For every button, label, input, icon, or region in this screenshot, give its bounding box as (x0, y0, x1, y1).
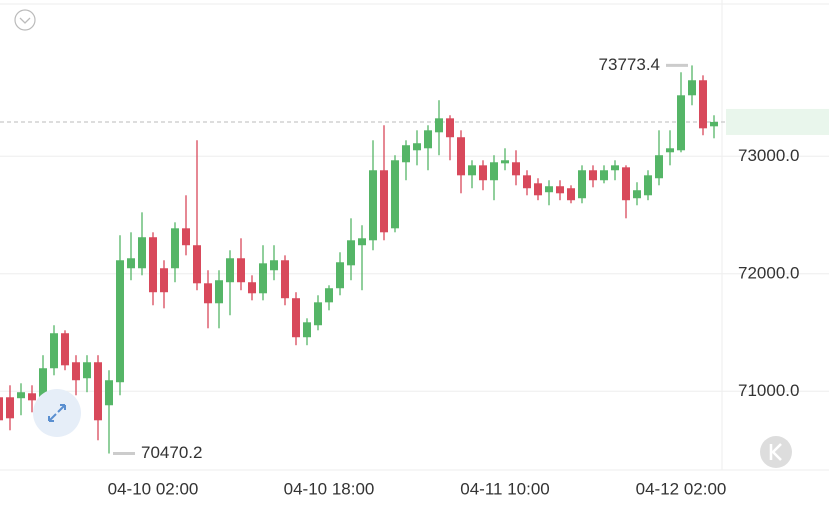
candle-body (677, 95, 685, 151)
candle-body (215, 280, 223, 304)
max-label: 73773.4 (599, 55, 660, 74)
candle-body (567, 188, 575, 201)
candle-body (336, 262, 344, 289)
candle-body (413, 143, 421, 151)
candle-body (50, 333, 58, 369)
candle-body (666, 148, 674, 153)
min-label: 70470.2 (141, 443, 202, 462)
candle-body (39, 368, 47, 401)
candle-body (259, 263, 267, 294)
candle-body (479, 165, 487, 181)
candle-body (644, 175, 652, 196)
expand-button[interactable] (33, 389, 81, 437)
candle-body (105, 380, 113, 406)
candle-body (655, 155, 663, 179)
candle-body (468, 165, 476, 176)
candle-body (325, 288, 333, 303)
candle-body (699, 80, 707, 129)
candle-body (512, 162, 520, 176)
candle-body (622, 167, 630, 201)
x-tick-label: 04-10 18:00 (284, 479, 375, 498)
candle-body (523, 175, 531, 189)
y-tick-label: 72000.0 (738, 263, 799, 282)
y-tick-label: 73000.0 (738, 146, 799, 165)
candle-body (611, 165, 619, 171)
candle-body (710, 121, 718, 127)
candle-body (303, 322, 311, 338)
candle-body (314, 302, 322, 326)
candle-body (61, 333, 69, 366)
candle-body (446, 118, 454, 138)
candle-body (281, 260, 289, 299)
candle-body (248, 282, 256, 294)
candle-body (72, 362, 80, 381)
candle-body (226, 258, 234, 283)
candle-body (589, 170, 597, 181)
candle-body (435, 118, 443, 133)
candle-body (28, 393, 36, 401)
collapse-button[interactable] (14, 9, 36, 31)
candle-body (556, 186, 564, 194)
candle-body (237, 258, 245, 283)
candle-body (380, 170, 388, 233)
candle-body (160, 268, 168, 293)
candle-body (633, 190, 641, 199)
candle-body (292, 298, 300, 338)
candle-body (490, 162, 498, 181)
kline-button[interactable] (760, 436, 792, 468)
plot-area: 71000.0 72000.0 73000.0 04-10 02:00 04-10 18… (0, 55, 829, 498)
candle-body (545, 186, 553, 193)
candle-body (391, 160, 399, 229)
candle-body (171, 228, 179, 269)
candle-body (138, 237, 146, 269)
candle-body (149, 237, 157, 293)
candle-body (0, 397, 3, 421)
candle-body (127, 258, 135, 269)
candle-body (6, 397, 14, 419)
x-tick-label: 04-10 02:00 (108, 479, 199, 498)
x-tick-label: 04-12 02:00 (636, 479, 727, 498)
candle-body (358, 238, 366, 246)
candle-body (17, 392, 25, 399)
candle-body (424, 130, 432, 149)
candle-body (116, 260, 124, 383)
candle-body (204, 283, 212, 304)
candle-body (534, 183, 542, 196)
candle-body (578, 170, 586, 199)
candle-body (270, 260, 278, 271)
last-price-tag (726, 108, 829, 135)
candle-body (83, 362, 91, 379)
y-tick-label: 71000.0 (738, 381, 799, 400)
candle-body (193, 245, 201, 284)
candle-body (94, 362, 102, 421)
candle-body (457, 137, 465, 176)
candle-body (600, 170, 608, 181)
candle-body (688, 80, 696, 96)
candle-body (369, 170, 377, 241)
candle-body (501, 160, 509, 164)
x-tick-label: 04-11 10:00 (460, 479, 549, 498)
candle-body (182, 228, 190, 246)
candle-body (347, 240, 355, 266)
candle-body (402, 145, 410, 163)
